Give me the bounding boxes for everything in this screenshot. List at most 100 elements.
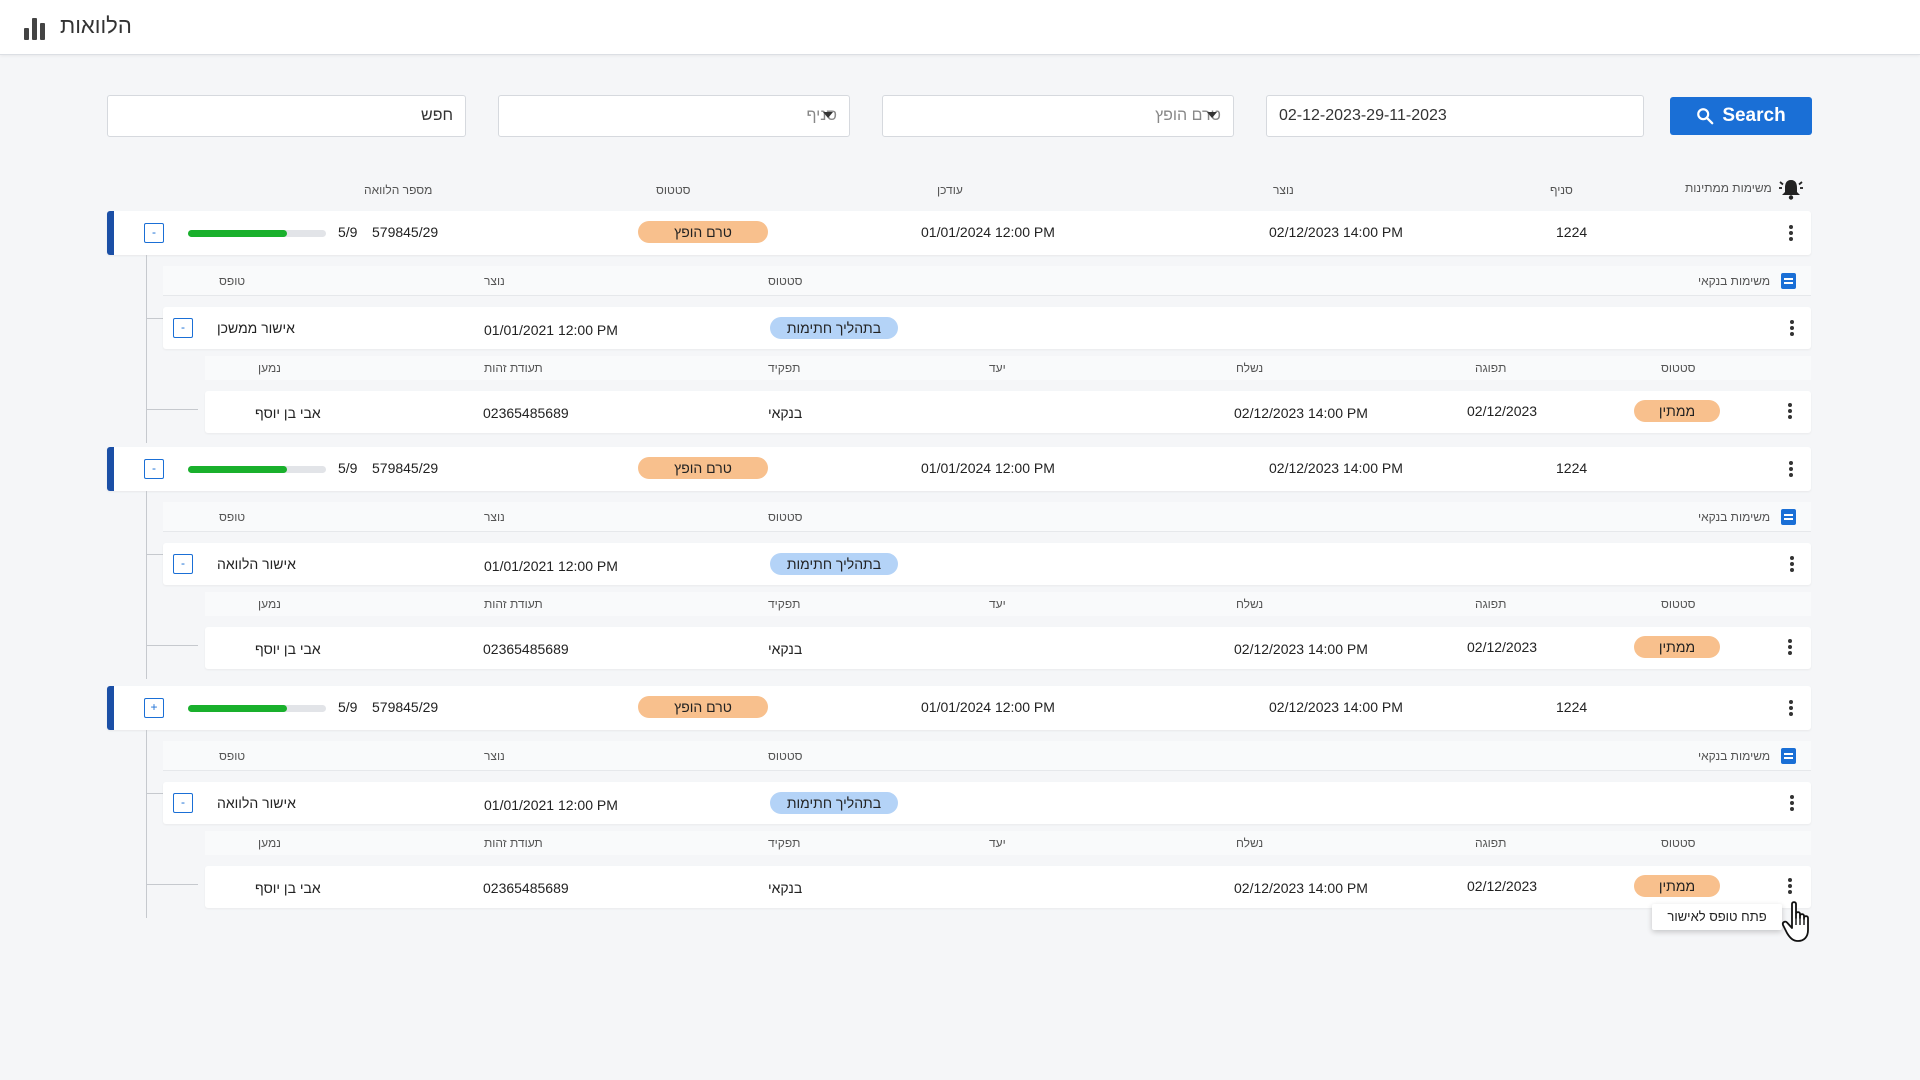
form-created: 01/01/2021 12:00 PM: [484, 558, 618, 574]
loan-row[interactable]: - 5/9 579845/29 טרם הופץ 01/01/2024 12:0…: [107, 447, 1811, 491]
progress-bar: [188, 466, 326, 473]
signer-role: בנקאי: [768, 641, 803, 657]
progress-fill: [188, 466, 288, 473]
search-button-label: Search: [1722, 105, 1786, 126]
more-vert-icon[interactable]: [1789, 461, 1793, 477]
form-name[interactable]: אישור הלוואה: [217, 556, 296, 572]
col-recipient: נמען: [258, 597, 281, 611]
branch-select[interactable]: סניף: [498, 95, 850, 137]
status-select-placeholder: טרם הופץ: [1155, 107, 1221, 124]
search-icon: [1697, 108, 1714, 125]
page-title: הלוואות: [60, 13, 132, 38]
expand-form-toggle-button[interactable]: -: [173, 318, 193, 338]
form-status-badge: בתהליך חתימות: [770, 792, 898, 814]
search-input[interactable]: חפש: [107, 95, 466, 137]
loan-row[interactable]: + 5/9 579845/29 טרם הופץ 01/01/2024 12:0…: [107, 686, 1811, 730]
col-sent: נשלח: [1236, 361, 1264, 375]
form-row[interactable]: - אישור הלוואה 01/01/2021 12:00 PM בתהלי…: [163, 543, 1811, 585]
form-name[interactable]: אישור הלוואה: [217, 795, 296, 811]
signer-status-badge: ממתין: [1634, 400, 1720, 422]
loan-status-badge: טרם הופץ: [638, 221, 768, 243]
banker-tasks-label: משימות בנקאי: [1698, 510, 1771, 524]
expand-form-toggle-button[interactable]: -: [173, 793, 193, 813]
more-vert-icon[interactable]: [1790, 556, 1794, 572]
more-vert-icon[interactable]: [1788, 639, 1792, 655]
expand-toggle-button[interactable]: -: [144, 223, 164, 243]
loan-created: 02/12/2023 14:00 PM: [1269, 224, 1403, 240]
bar-chart-icon: [24, 14, 45, 40]
form-created: 01/01/2021 12:00 PM: [484, 322, 618, 338]
top-bar: הלוואות: [0, 0, 1920, 55]
signer-status-badge: ממתין: [1634, 636, 1720, 658]
loan-number[interactable]: 579845/29: [372, 224, 439, 240]
progress-count: 5/9: [338, 460, 358, 476]
col-id-number: תעודת זהות: [484, 361, 543, 375]
loan-updated: 01/01/2024 12:00 PM: [921, 699, 1055, 715]
signer-sent: 02/12/2023 14:00 PM: [1234, 880, 1368, 896]
expand-toggle-button[interactable]: +: [144, 698, 164, 718]
col-role: תפקיד: [768, 361, 801, 375]
col-created: נוצר: [484, 749, 505, 763]
loan-number[interactable]: 579845/29: [372, 699, 439, 715]
col-sent: נשלח: [1236, 836, 1264, 850]
tree-connector: [146, 554, 164, 555]
banker-tasks-header: טופס נוצר סטטוס משימות בנקאי: [163, 266, 1811, 296]
bell-icon[interactable]: [1778, 177, 1804, 201]
banker-tasks-label: משימות בנקאי: [1698, 274, 1771, 288]
signer-expiry: 02/12/2023: [1467, 878, 1538, 894]
tree-connector: [146, 730, 147, 918]
progress-bar: [188, 705, 326, 712]
col-created: נוצר: [484, 274, 505, 288]
more-vert-icon[interactable]: [1789, 225, 1793, 241]
col-target: יעד: [989, 597, 1006, 611]
more-vert-icon[interactable]: [1788, 403, 1792, 419]
col-status: סטטוס: [768, 749, 803, 763]
progress-bar: [188, 230, 326, 237]
hand-pointer-icon: [1781, 901, 1809, 942]
signer-role: בנקאי: [768, 880, 803, 896]
form-status-badge: בתהליך חתימות: [770, 317, 898, 339]
col-branch: סניף: [1550, 183, 1573, 197]
expand-toggle-button[interactable]: -: [144, 459, 164, 479]
signer-row: אבי בן יוסף 02365485689 בנקאי 02/12/2023…: [205, 627, 1811, 669]
form-row[interactable]: - אישור ממשכן 01/01/2021 12:00 PM בתהליך…: [163, 307, 1811, 349]
loans-table-header: מספר הלוואה סטטוס עודכן נוצר סניף משימות…: [0, 181, 1920, 203]
loan-status-badge: טרם הופץ: [638, 457, 768, 479]
col-form: טופס: [219, 749, 246, 763]
signer-id: 02365485689: [483, 405, 569, 421]
col-form: טופס: [219, 274, 246, 288]
tree-connector: [146, 793, 164, 794]
status-select[interactable]: טרם הופץ: [882, 95, 1234, 137]
date-range-input[interactable]: 02-12-2023-29-11-2023: [1266, 95, 1644, 137]
open-form-for-approval-menu-item[interactable]: פתח טופס לאישור: [1652, 904, 1782, 930]
col-expiry: תפוגה: [1475, 361, 1507, 375]
form-row[interactable]: - אישור הלוואה 01/01/2021 12:00 PM בתהלי…: [163, 782, 1811, 824]
chevron-down-icon: [1207, 112, 1217, 118]
col-updated: עודכן: [937, 183, 963, 197]
loan-row[interactable]: - 5/9 579845/29 טרם הופץ 01/01/2024 12:0…: [107, 211, 1811, 255]
tree-connector: [146, 409, 198, 410]
branch-select-placeholder: סניף: [806, 107, 837, 124]
progress-count: 5/9: [338, 699, 358, 715]
expand-form-toggle-button[interactable]: -: [173, 554, 193, 574]
signers-header: נמען תעודת זהות תפקיד יעד נשלח תפוגה סטט…: [205, 831, 1811, 855]
search-button[interactable]: Search: [1670, 97, 1812, 135]
signer-sent: 02/12/2023 14:00 PM: [1234, 405, 1368, 421]
chevron-down-icon: [823, 112, 833, 118]
col-id-number: תעודת זהות: [484, 836, 543, 850]
form-name[interactable]: אישור ממשכן: [217, 320, 295, 336]
tree-connector: [146, 645, 198, 646]
more-vert-icon[interactable]: [1790, 320, 1794, 336]
col-signer-status: סטטוס: [1661, 597, 1696, 611]
loan-branch: 1224: [1556, 224, 1588, 240]
signer-sent: 02/12/2023 14:00 PM: [1234, 641, 1368, 657]
more-vert-icon[interactable]: [1788, 878, 1792, 894]
loan-number[interactable]: 579845/29: [372, 460, 439, 476]
signer-name: אבי בן יוסף: [255, 880, 321, 896]
tree-connector: [146, 255, 147, 443]
col-status: סטטוס: [768, 274, 803, 288]
signer-expiry: 02/12/2023: [1467, 403, 1538, 419]
more-vert-icon[interactable]: [1789, 700, 1793, 716]
signer-role: בנקאי: [768, 405, 803, 421]
more-vert-icon[interactable]: [1790, 795, 1794, 811]
